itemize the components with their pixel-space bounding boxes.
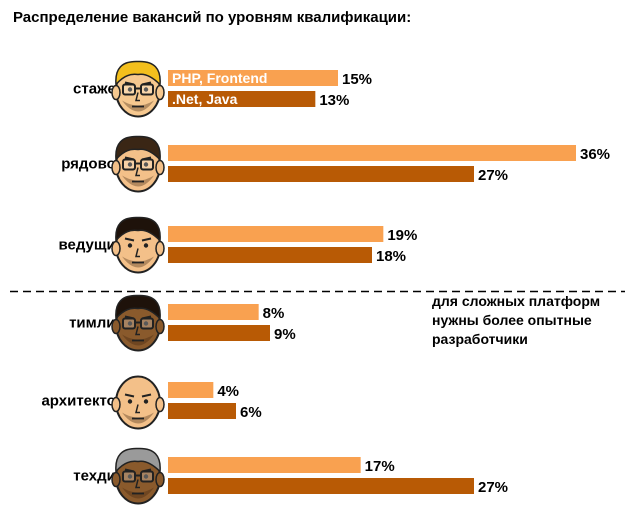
- value-label: 8%: [263, 305, 285, 322]
- bar: [168, 247, 372, 263]
- value-label: 13%: [319, 92, 349, 109]
- annotation-line: для сложных платформ: [432, 293, 600, 309]
- value-label: 27%: [478, 479, 508, 496]
- bar: [168, 70, 338, 86]
- value-label: 27%: [478, 167, 508, 184]
- value-label: 9%: [274, 326, 296, 343]
- bar: [168, 166, 474, 182]
- chart-title: Распределение вакансий по уровням квалиф…: [13, 9, 411, 26]
- bar: [168, 145, 576, 161]
- bar: [168, 304, 259, 320]
- architect-avatar-icon: [111, 375, 165, 430]
- category-label: ведущий: [58, 237, 125, 254]
- bar: [168, 478, 474, 494]
- value-label: 19%: [387, 227, 417, 244]
- bar: [168, 403, 236, 419]
- series-label: .Net, Java: [172, 91, 238, 107]
- category-label: архитектор: [41, 393, 125, 410]
- bar: [168, 382, 214, 398]
- value-label: 18%: [376, 248, 406, 265]
- team-lead-avatar-icon: [111, 294, 165, 352]
- annotation-line: разработчики: [432, 331, 528, 347]
- bar: [168, 457, 361, 473]
- cto-avatar-icon: [111, 447, 165, 505]
- bar: [168, 325, 270, 341]
- annotation-note: для сложных платформ нужны более опытные р…: [432, 293, 600, 347]
- bar: [168, 226, 384, 242]
- bar: [168, 91, 316, 107]
- value-label: 4%: [217, 383, 239, 400]
- annotation-line: нужны более опытные: [432, 312, 592, 328]
- category-label: рядовой: [61, 156, 125, 173]
- value-label: 6%: [240, 404, 262, 421]
- developer-avatar-icon: [111, 135, 165, 193]
- value-label: 17%: [365, 458, 395, 475]
- value-label: 36%: [580, 146, 610, 163]
- young-developer-avatar-icon: [111, 60, 165, 118]
- senior-developer-avatar-icon: [111, 216, 165, 274]
- series-label: PHP, Frontend: [172, 70, 267, 86]
- value-label: 15%: [342, 71, 372, 88]
